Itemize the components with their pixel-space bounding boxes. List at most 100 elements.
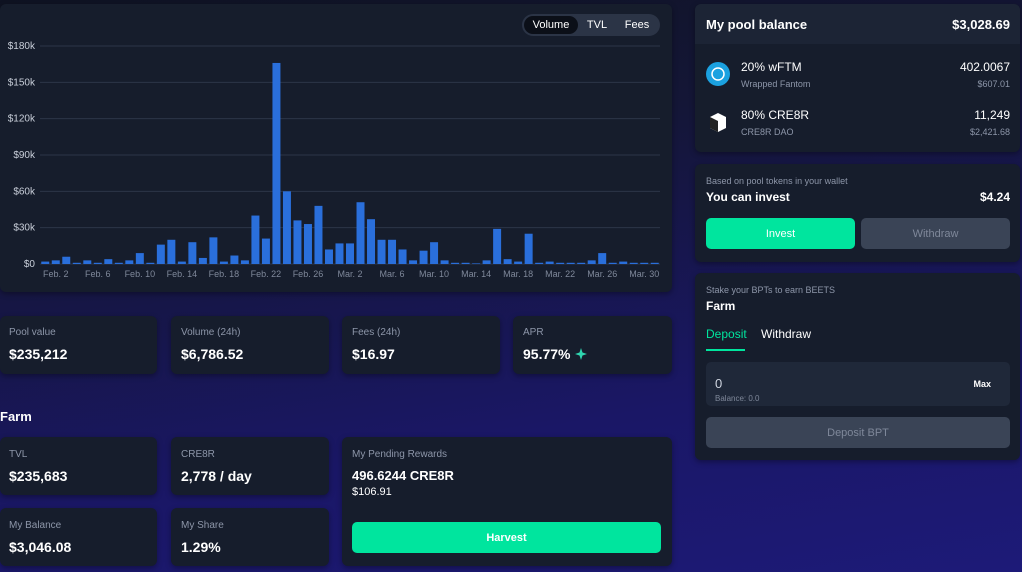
pool-balance-panel: My pool balance $3,028.69 20% wFTM Wrapp… [695, 4, 1020, 152]
x-tick-label: Feb. 14 [167, 269, 198, 279]
bar [367, 219, 376, 264]
pending-rewards-card: My Pending Rewards 496.6244 CRE8R $106.9… [342, 437, 672, 566]
bar [209, 237, 218, 264]
pending-label: My Pending Rewards [352, 449, 448, 460]
x-tick-label: Mar. 2 [337, 269, 362, 279]
bar [324, 249, 333, 264]
stat-card: APR 95.77% [513, 316, 672, 374]
bar [93, 262, 102, 264]
bar [514, 261, 523, 264]
toggle-tvl[interactable]: TVL [586, 19, 608, 31]
y-tick-label: $60k [13, 186, 36, 197]
farm-stat-card: CRE8R 2,778 / day [171, 437, 329, 495]
stat-value: 95.77% [523, 346, 571, 362]
toggle-fees[interactable]: Fees [624, 19, 650, 31]
farm-heading: Farm [0, 409, 32, 424]
x-tick-label: Mar. 18 [503, 269, 533, 279]
bar [219, 261, 228, 264]
bar [461, 262, 470, 264]
stat-card: Volume (24h) $6,786.52 [171, 316, 329, 374]
x-tick-label: Feb. 18 [209, 269, 240, 279]
bar [251, 215, 260, 264]
farm-stat-card: My Balance $3,046.08 [0, 508, 157, 566]
bar [430, 242, 439, 264]
y-tick-label: $120k [8, 114, 36, 125]
bar [62, 256, 71, 264]
chart-card: $0 $30k $60k $90k $120k $150k $180k Feb. 2 Feb. … [0, 4, 672, 292]
deposit-bpt-button[interactable]: Deposit BPT [706, 417, 1010, 448]
wftm-icon [706, 62, 730, 86]
bar [587, 260, 596, 264]
tab-deposit[interactable]: Deposit [706, 327, 747, 341]
invest-button[interactable]: Invest [706, 218, 855, 249]
withdraw-button[interactable]: Withdraw [861, 218, 1010, 249]
bar [566, 262, 575, 264]
bar [177, 261, 186, 264]
bar [472, 263, 481, 264]
bar [619, 261, 628, 264]
bar [230, 255, 239, 264]
tab-underline [706, 349, 745, 351]
stake-note: Stake your BPTs to earn BEETS [706, 285, 836, 295]
token-usd: $2,421.68 [969, 127, 1010, 137]
stat-card: Pool value $235,212 [0, 316, 157, 374]
y-tick-label: $150k [8, 77, 36, 88]
stat-card: Fees (24h) $16.97 [342, 316, 500, 374]
bar [556, 262, 565, 264]
token-amount: 11,249 [974, 108, 1010, 122]
pending-amount: 496.6244 CRE8R [352, 468, 454, 483]
token-name: Wrapped Fantom [741, 79, 811, 89]
pool-balance-title: My pool balance [706, 17, 808, 32]
stat-label: TVL [9, 449, 28, 460]
bar [282, 191, 291, 264]
stake-title: Farm [706, 299, 736, 313]
token-share: 80% CRE8R [741, 108, 810, 122]
bar [356, 202, 365, 264]
bar [72, 262, 81, 264]
bar [598, 253, 607, 264]
max-button[interactable]: Max [973, 379, 991, 389]
x-tick-label: Feb. 2 [43, 269, 69, 279]
tab-withdraw[interactable]: Withdraw [761, 327, 812, 341]
stat-label: Pool value [9, 327, 56, 338]
bar [440, 260, 449, 264]
bar [629, 262, 638, 264]
bar [377, 239, 386, 264]
input-balance: Balance: 0.0 [715, 394, 760, 403]
x-tick-label: Mar. 22 [545, 269, 575, 279]
bar [156, 244, 165, 264]
x-tick-label: Mar. 6 [380, 269, 405, 279]
stat-value: $235,683 [9, 468, 68, 484]
input-value: 0 [715, 376, 723, 391]
bar [51, 260, 60, 264]
bar [503, 259, 512, 264]
bar [167, 239, 176, 264]
y-tick-label: $0 [24, 259, 36, 270]
token-share: 20% wFTM [741, 60, 802, 74]
bar [83, 260, 92, 264]
x-tick-label: Feb. 22 [251, 269, 282, 279]
stat-label: My Balance [9, 520, 62, 531]
bar [272, 62, 281, 265]
x-tick-label: Mar. 10 [419, 269, 449, 279]
pool-balance-total: $3,028.69 [952, 17, 1010, 32]
y-tick-label: $30k [13, 223, 36, 234]
bar [104, 259, 113, 264]
stat-value: $235,212 [9, 346, 68, 362]
bar [125, 260, 134, 264]
bar [41, 261, 50, 264]
bar [398, 249, 407, 264]
amount-input[interactable]: 0 Balance: 0.0 Max [706, 362, 1010, 406]
x-tick-label: Mar. 26 [587, 269, 617, 279]
stat-value: $3,046.08 [9, 539, 72, 555]
bar [482, 260, 491, 264]
stake-panel: Stake your BPTs to earn BEETS Farm Depos… [695, 273, 1020, 460]
token-amount: 402.0067 [959, 60, 1010, 74]
toggle-volume[interactable]: Volume [524, 16, 578, 34]
invest-amount: $4.24 [979, 190, 1010, 204]
bar [451, 262, 460, 264]
chart-toggle: Volume TVL Fees [522, 14, 660, 36]
cre8r-icon [710, 113, 726, 132]
token-name: CRE8R DAO [741, 127, 794, 137]
harvest-button[interactable]: Harvest [352, 522, 661, 553]
